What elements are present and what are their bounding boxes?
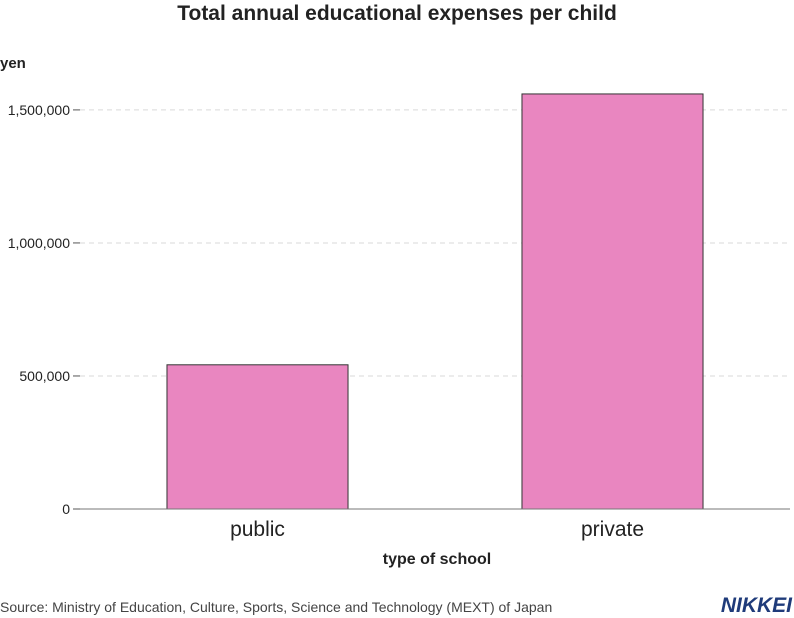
bar-public bbox=[166, 364, 349, 510]
y-tick-label: 1,000,000 bbox=[8, 235, 70, 251]
y-tick-label: 0 bbox=[62, 501, 70, 517]
bar-private bbox=[521, 93, 704, 510]
y-tick-label: 1,500,000 bbox=[8, 102, 70, 118]
x-tick-label: public bbox=[230, 518, 285, 541]
nikkei-logo: NIKKEI bbox=[720, 594, 792, 617]
y-tick-label: 500,000 bbox=[19, 368, 70, 384]
source-note: Source: Ministry of Education, Culture, … bbox=[0, 599, 553, 615]
y-axis-label: yen bbox=[0, 55, 26, 72]
bar-chart: 0 500,000 1,000,000 1,500,000 public private bbox=[8, 93, 790, 541]
chart-title: Total annual educational expenses per ch… bbox=[177, 2, 617, 25]
x-axis-label: type of school bbox=[382, 551, 492, 568]
x-tick-label: private bbox=[581, 518, 644, 541]
